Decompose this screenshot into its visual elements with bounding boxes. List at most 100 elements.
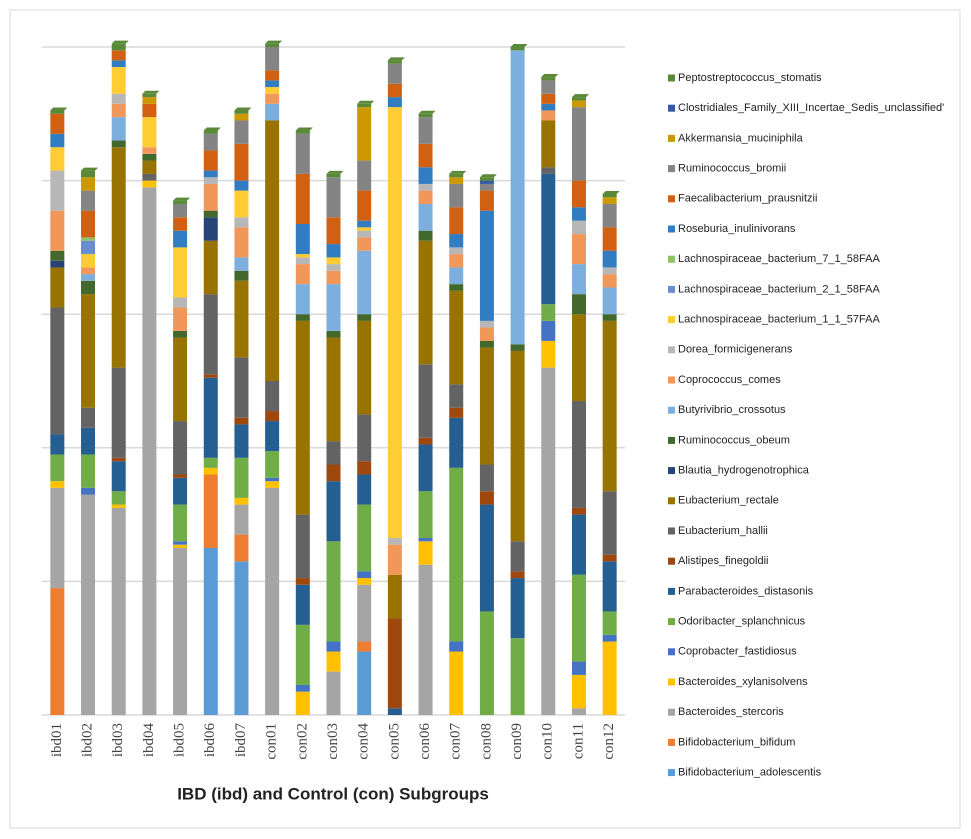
bar-segment (357, 474, 372, 505)
bar-segment (326, 270, 341, 285)
bar-segment (234, 217, 249, 228)
legend-swatch (668, 587, 675, 595)
bar-segment (418, 364, 433, 438)
bar-segment (571, 708, 586, 715)
bar-segment (602, 203, 617, 228)
bar-segment (510, 344, 525, 351)
bar-segment (111, 147, 126, 368)
bar-segment (418, 491, 433, 538)
x-tick-label: con06 (417, 723, 433, 760)
bar-segment (357, 414, 372, 462)
legend-swatch (668, 467, 675, 475)
bar-segment (111, 67, 126, 94)
bar-top (203, 127, 221, 131)
legend-label: Coprobacter_fastidiosus (678, 646, 797, 658)
bar-segment (81, 427, 96, 455)
bar-top (265, 40, 283, 44)
bar-top (541, 74, 559, 78)
bar-segment (234, 143, 249, 181)
bar-segment (602, 197, 617, 204)
bar-segment (265, 481, 280, 488)
x-tick-label: con09 (509, 723, 525, 760)
bar-segment (602, 193, 617, 198)
bar-segment (357, 651, 372, 715)
legend-label: Bifidobacterium_bifidum (678, 736, 795, 748)
bar-segment (479, 611, 494, 715)
bar-segment (602, 287, 617, 315)
bar-segment (234, 190, 249, 218)
bar-segment (387, 574, 402, 619)
bar-segment (295, 578, 310, 585)
bar-segment (357, 571, 372, 579)
bar-segment (602, 554, 617, 562)
bar-segment (510, 50, 525, 345)
bar-segment (449, 651, 464, 715)
bar-segment (295, 584, 310, 625)
legend-swatch (668, 436, 675, 444)
bar-segment (326, 481, 341, 542)
bar-segment (173, 337, 188, 422)
bar-segment (111, 103, 126, 118)
bar-segment (357, 227, 372, 231)
bar-segment (295, 264, 310, 285)
bar-segment (418, 541, 433, 565)
bar-segment (142, 117, 157, 148)
bar-segment (265, 421, 280, 452)
bar-segment (571, 97, 586, 101)
bar-segment (81, 190, 96, 211)
bar-segment (571, 401, 586, 508)
bar-segment (111, 140, 126, 148)
bar-segment (203, 133, 218, 151)
bar-segment (234, 113, 249, 121)
bar-segment (479, 190, 494, 211)
bar-segment (449, 641, 464, 652)
bar-segment (50, 434, 65, 455)
bar-segment (173, 544, 188, 548)
bar-segment (326, 177, 341, 218)
legend-swatch (668, 738, 675, 746)
bar-segment (203, 210, 218, 218)
bar-segment (387, 544, 402, 575)
bar-segment (111, 491, 126, 505)
bar-segment (111, 60, 126, 68)
bar-segment (173, 307, 188, 331)
bar-segment (111, 50, 126, 61)
bar-segment (265, 70, 280, 81)
bar-segment (234, 120, 249, 144)
legend-swatch (668, 376, 675, 384)
bar-segment (541, 93, 556, 104)
legend-label: Roseburia_inulinivorans (678, 223, 796, 235)
bar-segment (173, 541, 188, 545)
bar-segment (479, 347, 494, 465)
legend-swatch (668, 527, 675, 535)
bar-segment (418, 230, 433, 241)
bar-segment (295, 130, 310, 134)
bar-segment (571, 314, 586, 402)
bar-top (50, 107, 68, 111)
bar-segment (449, 290, 464, 385)
bar-segment (142, 173, 157, 181)
bar-segment (357, 461, 372, 475)
bar-segment (81, 280, 96, 295)
bar-top (295, 127, 313, 131)
bar-segment (295, 173, 310, 225)
bar-segment (479, 464, 494, 492)
bar-segment (295, 314, 310, 321)
bar-segment (265, 43, 280, 47)
bar-segment (234, 417, 249, 425)
x-tick-label: con11 (570, 723, 586, 759)
legend-swatch (668, 316, 675, 324)
bar-segment (541, 320, 556, 341)
x-tick-label: ibd04 (141, 723, 157, 758)
legend-swatch (668, 255, 675, 263)
bar-top (510, 44, 528, 47)
bar-segment (326, 441, 341, 465)
bar-segment (142, 103, 157, 118)
bar-segment (295, 624, 310, 685)
bar-segment (571, 514, 586, 575)
bar-segment (571, 107, 586, 181)
bar-segment (234, 534, 249, 562)
bar-top (418, 110, 436, 114)
legend-swatch (668, 285, 675, 293)
bar-segment (571, 674, 586, 709)
